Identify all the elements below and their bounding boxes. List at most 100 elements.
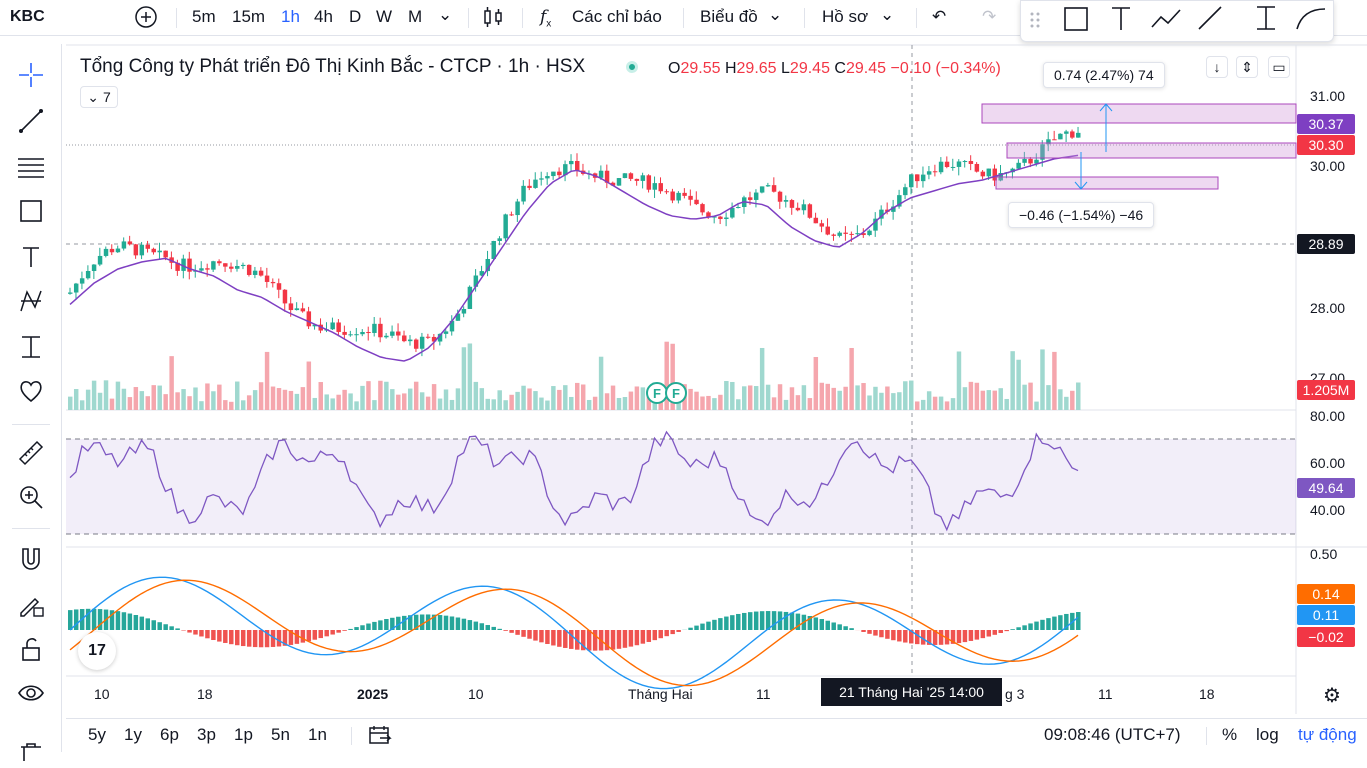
candle-body <box>336 322 340 331</box>
indicators-toggle[interactable]: ⌄7 <box>80 86 118 108</box>
candle-body <box>444 331 448 333</box>
range-1d[interactable]: 1n <box>308 725 327 745</box>
range-1m[interactable]: 1p <box>234 725 253 745</box>
volume-bar <box>1046 385 1050 410</box>
log-toggle[interactable]: log <box>1256 725 1279 745</box>
candle-body <box>330 322 334 329</box>
candle-body <box>867 231 871 235</box>
scroll-down-button[interactable]: ↓ <box>1206 56 1228 78</box>
chart-canvas[interactable] <box>0 0 1367 752</box>
volume-bar <box>563 385 567 410</box>
candle-body <box>104 249 108 256</box>
range-5d[interactable]: 5n <box>271 725 290 745</box>
earnings-marker[interactable]: F <box>665 382 687 404</box>
candle-body <box>408 340 412 342</box>
range-3m[interactable]: 3p <box>197 725 216 745</box>
volume-bar <box>301 387 305 410</box>
volume-bar <box>981 391 985 410</box>
macd-histogram-bar <box>903 630 907 643</box>
volume-bar <box>1058 389 1062 410</box>
volume-bar <box>98 393 102 410</box>
volume-bar <box>420 392 424 410</box>
volume-bar <box>993 391 997 410</box>
candle-body <box>420 337 424 349</box>
macd-histogram-bar <box>611 630 615 650</box>
candle-body <box>152 249 156 252</box>
candle-body <box>688 196 692 200</box>
volume-bar <box>438 399 442 410</box>
macd-histogram-bar <box>873 630 877 636</box>
volume-bar <box>384 382 388 410</box>
volume-bar <box>402 393 406 410</box>
macd-histogram-bar <box>897 630 901 641</box>
volume-bar <box>324 394 328 410</box>
volume-bar <box>521 386 525 410</box>
chevron-down-icon: ⌄ <box>87 89 99 106</box>
maximize-button[interactable]: ▭ <box>1268 56 1290 78</box>
tradingview-logo-icon[interactable]: 17 <box>78 632 116 670</box>
measure-box-down <box>996 177 1218 189</box>
volume-bar <box>1004 399 1008 410</box>
settings-gear-icon[interactable]: ⚙ <box>1323 683 1341 708</box>
range-5y[interactable]: 5y <box>88 725 106 745</box>
range-1y[interactable]: 1y <box>124 725 142 745</box>
price-tag-ma: 30.37 <box>1297 114 1355 134</box>
macd-histogram-bar <box>146 618 150 630</box>
time-axis-label: 18 <box>1199 686 1215 702</box>
volume-bar <box>987 390 991 410</box>
price-axis-label: 31.00 <box>1310 88 1345 104</box>
macd-hist-tag: −0.02 <box>1297 627 1355 647</box>
volume-bar <box>229 402 233 410</box>
volume-bar <box>259 382 263 410</box>
candle-body <box>539 178 543 179</box>
volume-bar <box>265 352 269 410</box>
candle-body <box>515 201 519 215</box>
volume-bar <box>140 391 144 410</box>
macd-histogram-bar <box>116 611 120 630</box>
collapse-button[interactable]: ⇕ <box>1236 56 1258 78</box>
volume-bar <box>122 389 126 410</box>
volume-bar <box>1064 397 1068 410</box>
macd-histogram-bar <box>814 617 818 630</box>
volume-bar <box>969 382 973 410</box>
macd-histogram-bar <box>122 612 126 630</box>
candle-body <box>92 265 96 271</box>
rsi-axis-label: 40.00 <box>1310 502 1345 518</box>
macd-histogram-bar <box>92 609 96 630</box>
range-6m[interactable]: 6p <box>160 725 179 745</box>
macd-histogram-bar <box>653 630 657 640</box>
candle-body <box>653 183 657 190</box>
macd-histogram-bar <box>826 621 830 630</box>
candle-body <box>623 173 627 178</box>
macd-histogram-bar <box>1034 622 1038 630</box>
volume-bar <box>885 387 889 410</box>
percent-toggle[interactable]: % <box>1222 725 1237 745</box>
candle-body <box>199 268 203 270</box>
price-axis-label: 28.00 <box>1310 300 1345 316</box>
candle-body <box>641 175 645 181</box>
auto-scale-toggle[interactable]: tự động <box>1298 725 1357 745</box>
candle-body <box>1076 133 1080 138</box>
macd-histogram-bar <box>647 630 651 642</box>
macd-histogram-bar <box>336 630 340 633</box>
macd-histogram-bar <box>480 623 484 630</box>
volume-bar <box>319 382 323 410</box>
macd-histogram-bar <box>539 630 543 642</box>
volume-bar <box>820 383 824 410</box>
volume-bar <box>945 401 949 410</box>
date-range-icon[interactable] <box>368 724 392 751</box>
volume-bar <box>509 395 513 410</box>
macd-histogram-bar <box>551 630 555 645</box>
macd-histogram-bar <box>128 614 132 630</box>
clock-timezone[interactable]: 09:08:46 (UTC+7) <box>1044 725 1181 745</box>
volume-bar <box>891 393 895 410</box>
macd-histogram-bar <box>790 613 794 630</box>
volume-bar <box>766 385 770 410</box>
candle-body <box>396 332 400 336</box>
volume-bar <box>641 387 645 410</box>
macd-histogram-bar <box>1022 625 1026 630</box>
volume-bar <box>86 390 90 410</box>
macd-histogram-bar <box>259 630 263 647</box>
macd-histogram-bar <box>211 630 215 640</box>
candle-body <box>342 332 346 335</box>
